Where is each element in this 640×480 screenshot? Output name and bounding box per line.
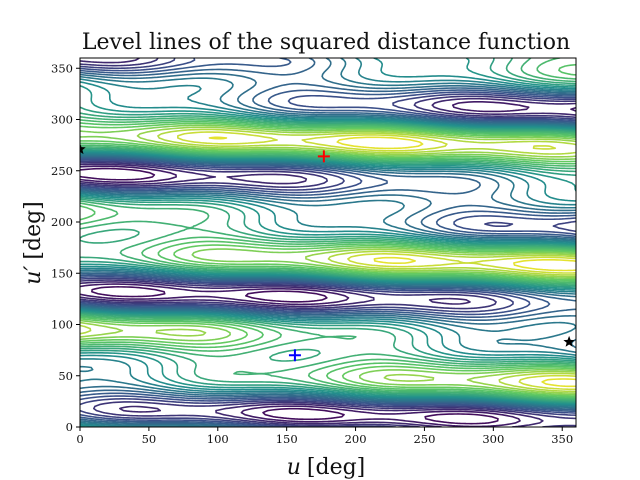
- y-tick-label: 100: [51, 318, 73, 332]
- contour-level: [80, 58, 576, 427]
- x-axis-ticks: 0 50 100 150 200 250 300 350: [76, 427, 573, 446]
- contour-level: [80, 58, 576, 427]
- x-tick-label: 350: [551, 432, 573, 446]
- chart-title: Level lines of the squared distance func…: [82, 30, 570, 55]
- contour-level: [80, 126, 576, 394]
- contour-level: [80, 58, 576, 427]
- x-axis-label: u [deg]: [287, 455, 366, 480]
- contour-level: [80, 58, 576, 401]
- y-axis-label: u′[deg]: [21, 201, 46, 285]
- contour-level: [80, 58, 576, 400]
- contour-level: [80, 58, 576, 427]
- y-tick-label: 350: [51, 61, 73, 75]
- contour-level: [80, 58, 576, 402]
- y-axis-ticks: 0 50 100 150 200 250 300 350: [51, 61, 80, 434]
- y-tick-label: 50: [58, 369, 73, 383]
- marker-maximum: [317, 150, 330, 163]
- contour-level: [80, 122, 576, 397]
- y-tick-label: 250: [51, 164, 73, 178]
- contour-level: [80, 58, 576, 427]
- contour-level: [80, 58, 576, 427]
- x-tick-label: 150: [276, 432, 298, 446]
- contour-level: [80, 128, 576, 393]
- marker-critical-point-left: [80, 143, 86, 155]
- contour-level: [80, 58, 576, 427]
- contour-level: [80, 58, 576, 427]
- contour-level: [177, 131, 576, 391]
- marker-set: [80, 143, 575, 362]
- y-tick-label: 150: [51, 266, 73, 280]
- contour-level: [80, 58, 576, 427]
- contour-level: [80, 63, 576, 399]
- x-tick-label: 200: [345, 432, 367, 446]
- y-tick-label: 200: [51, 215, 73, 229]
- plot-frame: [79, 57, 577, 428]
- contour-level: [80, 101, 576, 427]
- x-tick-label: 50: [142, 432, 157, 446]
- contour-set: [80, 58, 576, 427]
- x-tick-label: 250: [413, 432, 435, 446]
- contour-level: [208, 136, 576, 388]
- contour-level: [80, 58, 576, 403]
- x-tick-label: 0: [76, 432, 83, 446]
- contour-level: [80, 124, 576, 396]
- contour-level: [80, 167, 499, 425]
- y-tick-label: 300: [51, 113, 73, 127]
- marker-critical-point-right: [563, 335, 575, 347]
- marker-minimum: [288, 349, 301, 362]
- y-tick-label: 0: [66, 420, 73, 434]
- contour-level: [80, 58, 576, 427]
- x-tick-label: 100: [207, 432, 229, 446]
- x-tick-label: 300: [482, 432, 504, 446]
